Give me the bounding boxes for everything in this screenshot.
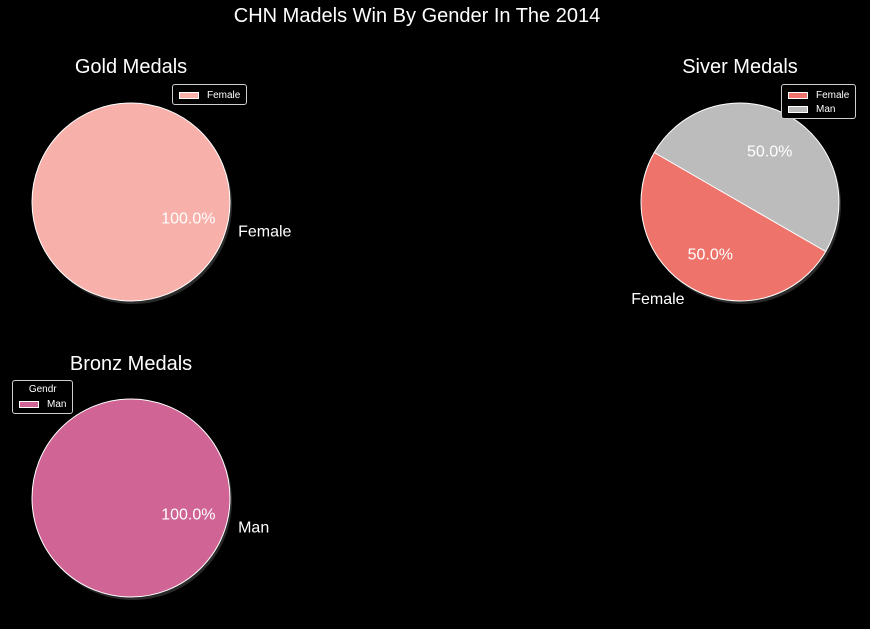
legend-swatch xyxy=(788,105,808,113)
pie-chart-1: Gold Medals 100.0% Female xyxy=(31,56,292,304)
legend-swatch xyxy=(19,400,39,408)
pie-pct-label: 50.0% xyxy=(688,246,733,263)
pie-title: Siver Medals xyxy=(682,56,798,78)
legend-label: Female xyxy=(816,89,850,101)
pie-category-label: Female xyxy=(631,291,684,308)
legend-entry: Female xyxy=(788,88,849,102)
figure-suptitle: CHN Madels Win By Gender In The 2014 xyxy=(234,5,600,27)
legend-label: Female xyxy=(207,89,241,101)
pie-slice-man xyxy=(31,398,231,598)
legend-swatch xyxy=(179,91,199,99)
legend-entry: Man xyxy=(19,397,66,411)
pie-pct-label: 50.0% xyxy=(747,144,792,161)
legend-entry: Female xyxy=(179,88,240,102)
legend-title: Gendr xyxy=(28,384,57,395)
pie-pct-label: 100.0% xyxy=(161,506,215,523)
pie-legend: Female Man xyxy=(781,84,857,119)
pie-pct-label: 100.0% xyxy=(161,210,215,227)
pie-legend: Gendr Man xyxy=(12,380,74,414)
pie-legend: Female xyxy=(172,84,248,105)
pie-chart-3: Bronz Medals 100.0% Man xyxy=(31,353,269,600)
pie-category-label: Man xyxy=(238,520,269,537)
legend-label: Man xyxy=(816,103,836,115)
legend-entry: Man xyxy=(788,102,849,116)
pie-category-label: Female xyxy=(238,224,291,241)
pie-slice-female xyxy=(31,102,231,302)
pie-title: Gold Medals xyxy=(75,56,187,78)
legend-swatch xyxy=(788,91,808,99)
pie-slice-female xyxy=(640,151,827,302)
legend-label: Man xyxy=(47,398,67,410)
pie-title: Bronz Medals xyxy=(70,353,192,375)
